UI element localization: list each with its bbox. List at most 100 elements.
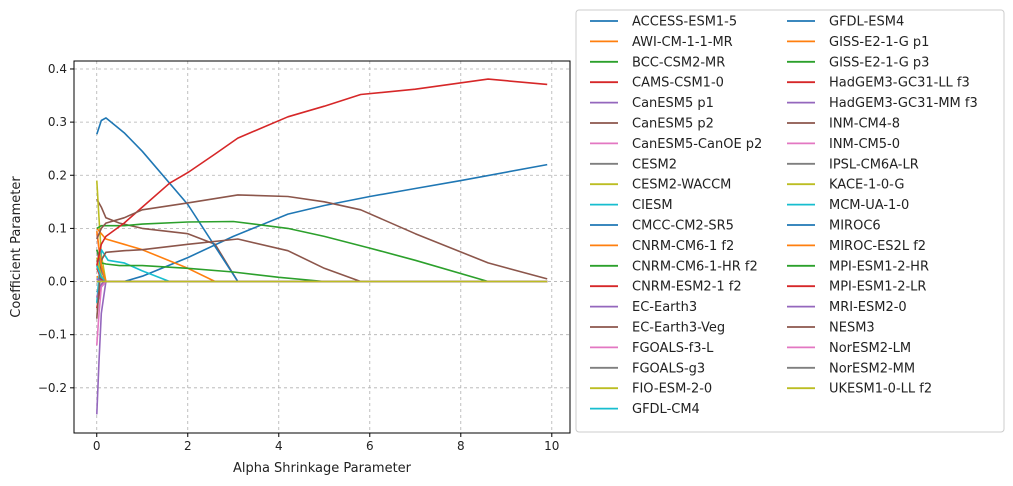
legend-item: FGOALS-g3 (590, 361, 705, 376)
legend-item: CMCC-CM2-SR5 (590, 219, 734, 234)
y-axis-ticks: −0.2 −0.1 0.0 0.1 0.2 0.3 0.4 (38, 62, 74, 395)
legend-item: KACE-1-0-G (787, 178, 904, 193)
y-tick-label: 0.3 (48, 115, 67, 129)
legend-item: MCM-UA-1-0 (787, 198, 909, 213)
series-line-cnrm-cm6-1-f2 (96, 227, 548, 283)
legend-label: CanESM5 p1 (632, 96, 714, 111)
series-line-hadgem3-gc31-ll-f3 (96, 78, 548, 266)
series-line-ec-earth3 (96, 280, 548, 298)
legend-label: CESM2 (632, 157, 677, 172)
grid-lines (74, 61, 570, 433)
legend-label: CNRM-CM6-1 f2 (632, 239, 734, 254)
series-line-fio-esm-2-0 (96, 257, 548, 283)
series-lines (96, 78, 548, 415)
legend-item: CNRM-CM6-1-HR f2 (590, 259, 758, 274)
legend-label: MPI-ESM1-2-HR (829, 259, 929, 274)
legend: ACCESS-ESM1-5 AWI-CM-1-1-MR BCC-CSM2-MR CAM… (575, 9, 1005, 433)
legend-item: GFDL-ESM4 (787, 15, 904, 30)
legend-item: NorESM2-MM (787, 361, 915, 376)
legend-label: HadGEM3-GC31-LL f3 (829, 76, 970, 91)
legend-label: GISS-E2-1-G p1 (829, 35, 929, 50)
legend-item: AWI-CM-1-1-MR (590, 35, 733, 50)
legend-item: INM-CM5-0 (787, 137, 900, 152)
legend-item: MPI-ESM1-2-HR (787, 259, 929, 274)
legend-label: CanESM5 p2 (632, 117, 714, 132)
legend-label: CNRM-ESM2-1 f2 (632, 280, 742, 295)
y-tick-label: −0.1 (38, 328, 67, 342)
legend-item: CanESM5-CanOE p2 (590, 137, 762, 152)
legend-item: CESM2 (590, 157, 677, 172)
legend-label: AWI-CM-1-1-MR (632, 35, 733, 50)
legend-label: MIROC-ES2L f2 (829, 239, 926, 254)
legend-label: MIROC6 (829, 219, 881, 234)
x-tick-label: 6 (366, 439, 374, 453)
legend-item: MRI-ESM2-0 (787, 300, 907, 315)
series-line-cesm2 (96, 249, 548, 283)
legend-label: HadGEM3-GC31-MM f3 (829, 96, 978, 111)
legend-label: INM-CM5-0 (829, 137, 900, 152)
x-tick-label: 4 (275, 439, 283, 453)
legend-item: GISS-E2-1-G p1 (787, 35, 929, 50)
series-line-ec-earth3-veg (96, 238, 548, 319)
legend-item: FGOALS-f3-L (590, 341, 714, 356)
x-tick-label: 10 (544, 439, 559, 453)
legend-item: MIROC6 (787, 219, 881, 234)
legend-item: HadGEM3-GC31-LL f3 (787, 76, 970, 91)
legend-label: GFDL-ESM4 (829, 15, 904, 30)
y-tick-label: 0.2 (48, 168, 67, 182)
legend-label: FGOALS-g3 (632, 361, 705, 376)
series-line-canesm5-canoe-p2 (96, 233, 548, 283)
y-tick-label: −0.2 (38, 381, 67, 395)
x-axis-label: Alpha Shrinkage Parameter (233, 461, 412, 476)
legend-item: EC-Earth3-Veg (590, 321, 725, 336)
series-line-cmcc-cm2-sr5 (96, 117, 548, 283)
legend-item: INM-CM4-8 (787, 117, 900, 132)
series-line-ciesm (96, 248, 548, 303)
legend-label: BCC-CSM2-MR (632, 55, 725, 70)
legend-label: CNRM-CM6-1-HR f2 (632, 259, 758, 274)
legend-item: MPI-ESM1-2-LR (787, 280, 926, 295)
series-line-giss-e2-1-g-p1 (96, 230, 548, 283)
x-tick-label: 2 (184, 439, 192, 453)
legend-label: CanESM5-CanOE p2 (632, 137, 762, 152)
legend-item: GISS-E2-1-G p3 (787, 55, 929, 70)
legend-label: CAMS-CSM1-0 (632, 76, 724, 91)
legend-item: FIO-ESM-2-0 (590, 382, 712, 397)
legend-label: NESM3 (829, 321, 875, 336)
legend-item: CESM2-WACCM (590, 178, 731, 193)
legend-item: HadGEM3-GC31-MM f3 (787, 96, 978, 111)
y-tick-label: 0.1 (48, 221, 67, 235)
legend-label: FGOALS-f3-L (632, 341, 714, 356)
x-tick-label: 0 (93, 439, 101, 453)
legend-item: CNRM-ESM2-1 f2 (590, 280, 742, 295)
series-line-cnrm-cm6-1-hr-f2 (96, 249, 548, 283)
legend-item: CNRM-CM6-1 f2 (590, 239, 734, 254)
series-line-inm-cm4-8 (96, 194, 548, 280)
legend-label: NorESM2-MM (829, 361, 915, 376)
y-tick-label: 0.0 (48, 275, 67, 289)
legend-item: NESM3 (787, 321, 875, 336)
legend-label: NorESM2-LM (829, 341, 911, 356)
series-line-fgoals-f3-l (96, 280, 548, 346)
legend-label: ACCESS-ESM1-5 (632, 15, 737, 30)
y-axis-label: Coefficient Parameter (9, 176, 24, 318)
legend-item: BCC-CSM2-MR (590, 55, 725, 70)
legend-label: CESM2-WACCM (632, 178, 731, 193)
legend-label: FIO-ESM-2-0 (632, 382, 712, 397)
legend-label: CIESM (632, 198, 673, 213)
series-line-cams-csm1-0 (96, 280, 548, 309)
legend-item: CanESM5 p1 (590, 96, 714, 111)
legend-label: EC-Earth3-Veg (632, 321, 725, 336)
series-line-canesm5-p2 (96, 198, 548, 283)
plot-frame (73, 60, 571, 434)
legend-label: EC-Earth3 (632, 300, 697, 315)
legend-label: MCM-UA-1-0 (829, 198, 909, 213)
legend-item: IPSL-CM6A-LR (787, 157, 919, 172)
legend-label: CMCC-CM2-SR5 (632, 219, 734, 234)
legend-item: GFDL-CM4 (590, 402, 700, 417)
legend-item: CAMS-CSM1-0 (590, 76, 724, 91)
series-line-canesm5-p1 (96, 280, 548, 415)
legend-box (575, 9, 1005, 433)
